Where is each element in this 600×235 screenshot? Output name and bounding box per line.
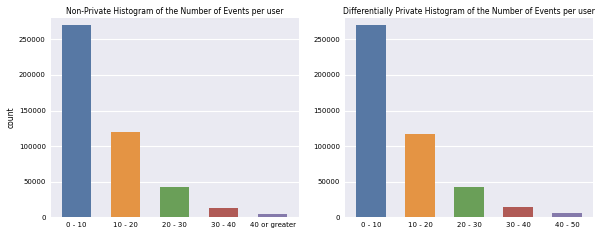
Bar xyxy=(160,187,189,217)
Bar xyxy=(454,187,484,217)
Bar xyxy=(406,134,435,217)
Title: Differentially Private Histogram of the Number of Events per user: Differentially Private Histogram of the … xyxy=(343,7,595,16)
Bar xyxy=(258,214,287,217)
Y-axis label: count: count xyxy=(7,107,16,129)
Title: Non-Private Histogram of the Number of Events per user: Non-Private Histogram of the Number of E… xyxy=(66,7,283,16)
Bar xyxy=(503,207,533,217)
Bar xyxy=(553,213,582,217)
Bar xyxy=(62,25,91,217)
Bar xyxy=(356,25,386,217)
Bar xyxy=(209,208,238,217)
Bar xyxy=(111,132,140,217)
